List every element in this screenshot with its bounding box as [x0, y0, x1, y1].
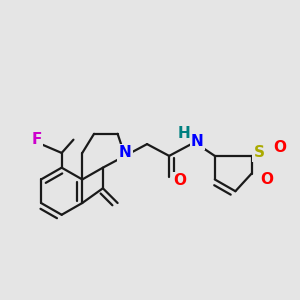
Text: N: N — [118, 146, 131, 160]
Text: O: O — [260, 172, 273, 187]
Text: H: H — [178, 126, 190, 141]
Text: F: F — [32, 132, 42, 147]
Text: N: N — [191, 134, 203, 149]
Text: O: O — [274, 140, 287, 154]
Text: O: O — [173, 173, 186, 188]
Text: S: S — [254, 146, 264, 160]
